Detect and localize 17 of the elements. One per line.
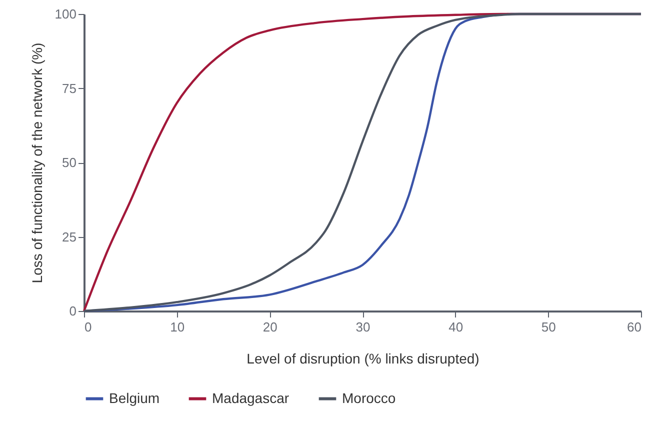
x-tick-label: 0	[84, 320, 92, 334]
legend-label: Belgium	[109, 390, 160, 406]
y-tick-label: 100	[54, 6, 76, 22]
x-tick-label: 60	[627, 320, 642, 334]
y-axis-title: Loss of functionality of the network (%)	[28, 42, 45, 284]
x-tick-label: 40	[448, 320, 464, 334]
x-tick-label: 30	[356, 320, 370, 334]
x-tick-label: 20	[262, 320, 278, 334]
legend-label: Morocco	[342, 390, 396, 406]
x-tick-label: 50	[541, 320, 556, 334]
y-tick-label: 75	[62, 80, 76, 96]
legend-label: Madagascar	[212, 390, 290, 406]
x-tick-label: 10	[170, 320, 185, 334]
x-axis-title: Level of disruption (% links disrupted)	[246, 350, 480, 366]
y-tick-label: 0	[69, 304, 76, 318]
y-tick-label: 25	[62, 229, 76, 244]
y-tick-label: 50	[62, 155, 76, 170]
